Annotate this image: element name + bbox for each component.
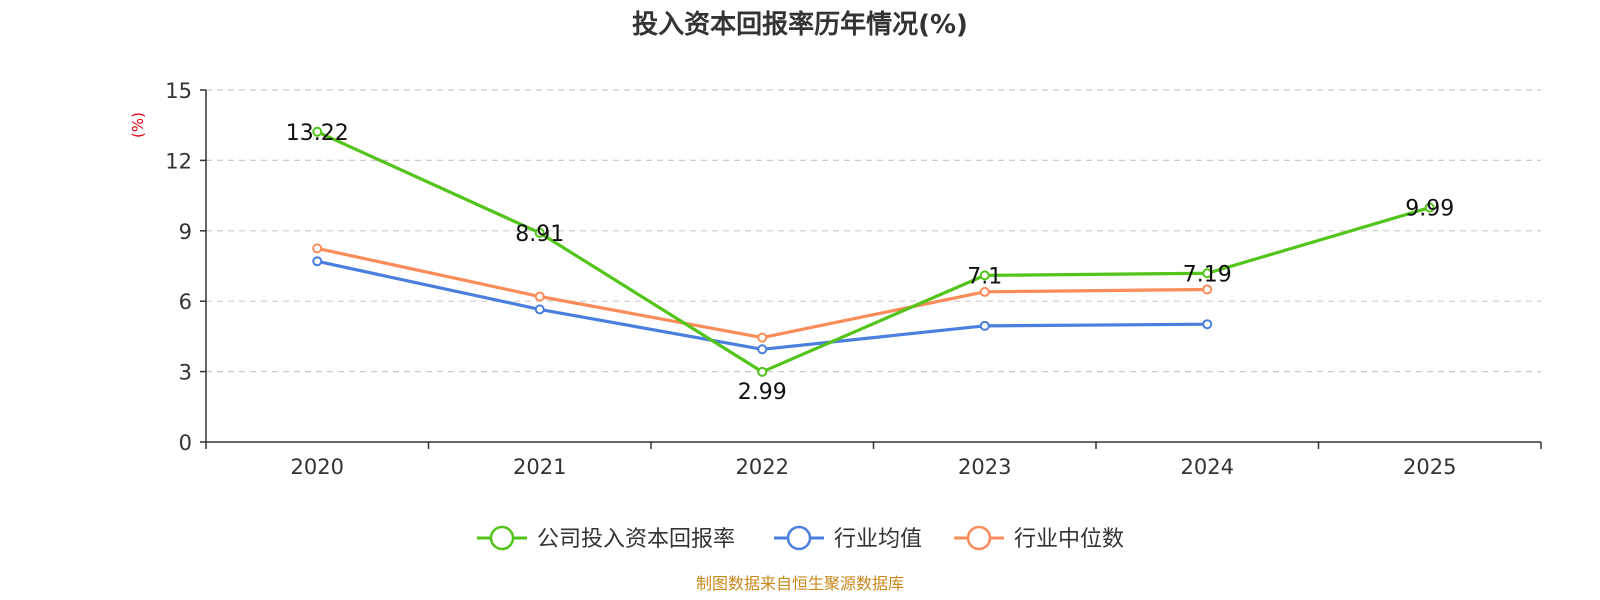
legend-item-1[interactable]: 行业均值	[774, 525, 922, 552]
legend-item-2[interactable]: 行业中位数	[954, 525, 1124, 552]
data-point	[312, 243, 323, 254]
legend-marker	[489, 525, 515, 551]
legend-item-0[interactable]: 公司投入资本回报率	[477, 525, 735, 552]
data-point	[1424, 202, 1435, 213]
y-tick-label: 0	[179, 431, 192, 455]
x-tick-label: 2025	[1403, 455, 1456, 479]
data-point	[534, 304, 545, 315]
source-note: 制图数据来自恒生聚源数据库	[696, 574, 904, 593]
y-tick-label: 3	[179, 361, 192, 385]
y-tick-label: 15	[165, 79, 192, 103]
data-point	[534, 291, 545, 302]
x-tick-label: 2020	[291, 455, 344, 479]
legend-marker	[786, 525, 812, 551]
grid-lines	[206, 89, 1541, 373]
data-point	[757, 344, 768, 355]
series-lines	[312, 126, 1435, 377]
legend[interactable]: 公司投入资本回报率 行业均值 行业中位数	[477, 525, 1124, 552]
data-point	[1202, 268, 1213, 279]
series-line-0	[316, 130, 1431, 374]
data-point	[534, 227, 545, 238]
data-label: 13.22	[286, 121, 349, 146]
axes: 0 3 6 9 12 15 2020 2021 2022 2023 2024 2025	[165, 79, 1542, 479]
x-tick-label: 2022	[736, 455, 789, 479]
y-tick-label: 9	[179, 220, 192, 244]
chart-title: 投入资本回报率历年情况(%)	[632, 9, 968, 40]
data-label: 9.99	[1405, 197, 1454, 222]
data-point	[757, 332, 768, 343]
data-label: 2.99	[738, 380, 787, 405]
data-label: 7.19	[1183, 262, 1232, 287]
x-tick-label: 2023	[958, 455, 1011, 479]
y-tick-label: 12	[165, 149, 192, 173]
data-point	[979, 320, 990, 331]
x-tick-label: 2024	[1181, 455, 1234, 479]
data-point	[757, 366, 768, 377]
legend-label: 行业中位数	[1014, 527, 1124, 552]
legend-label: 公司投入资本回报率	[537, 527, 735, 552]
data-point	[979, 270, 990, 281]
legend-label: 行业均值	[834, 527, 922, 552]
data-label: 7.1	[967, 264, 1002, 289]
data-point	[312, 256, 323, 267]
y-tick-label: 6	[179, 290, 192, 314]
data-point	[312, 126, 323, 137]
data-labels: 13.22 8.91 2.99 7.1 7.19 9.99	[286, 121, 1454, 405]
data-point	[979, 286, 990, 297]
y-axis-label: (%)	[129, 112, 147, 138]
data-point	[1202, 319, 1213, 330]
legend-marker	[966, 525, 992, 551]
data-point	[1202, 284, 1213, 295]
data-label: 8.91	[515, 222, 564, 247]
x-tick-label: 2021	[513, 455, 566, 479]
